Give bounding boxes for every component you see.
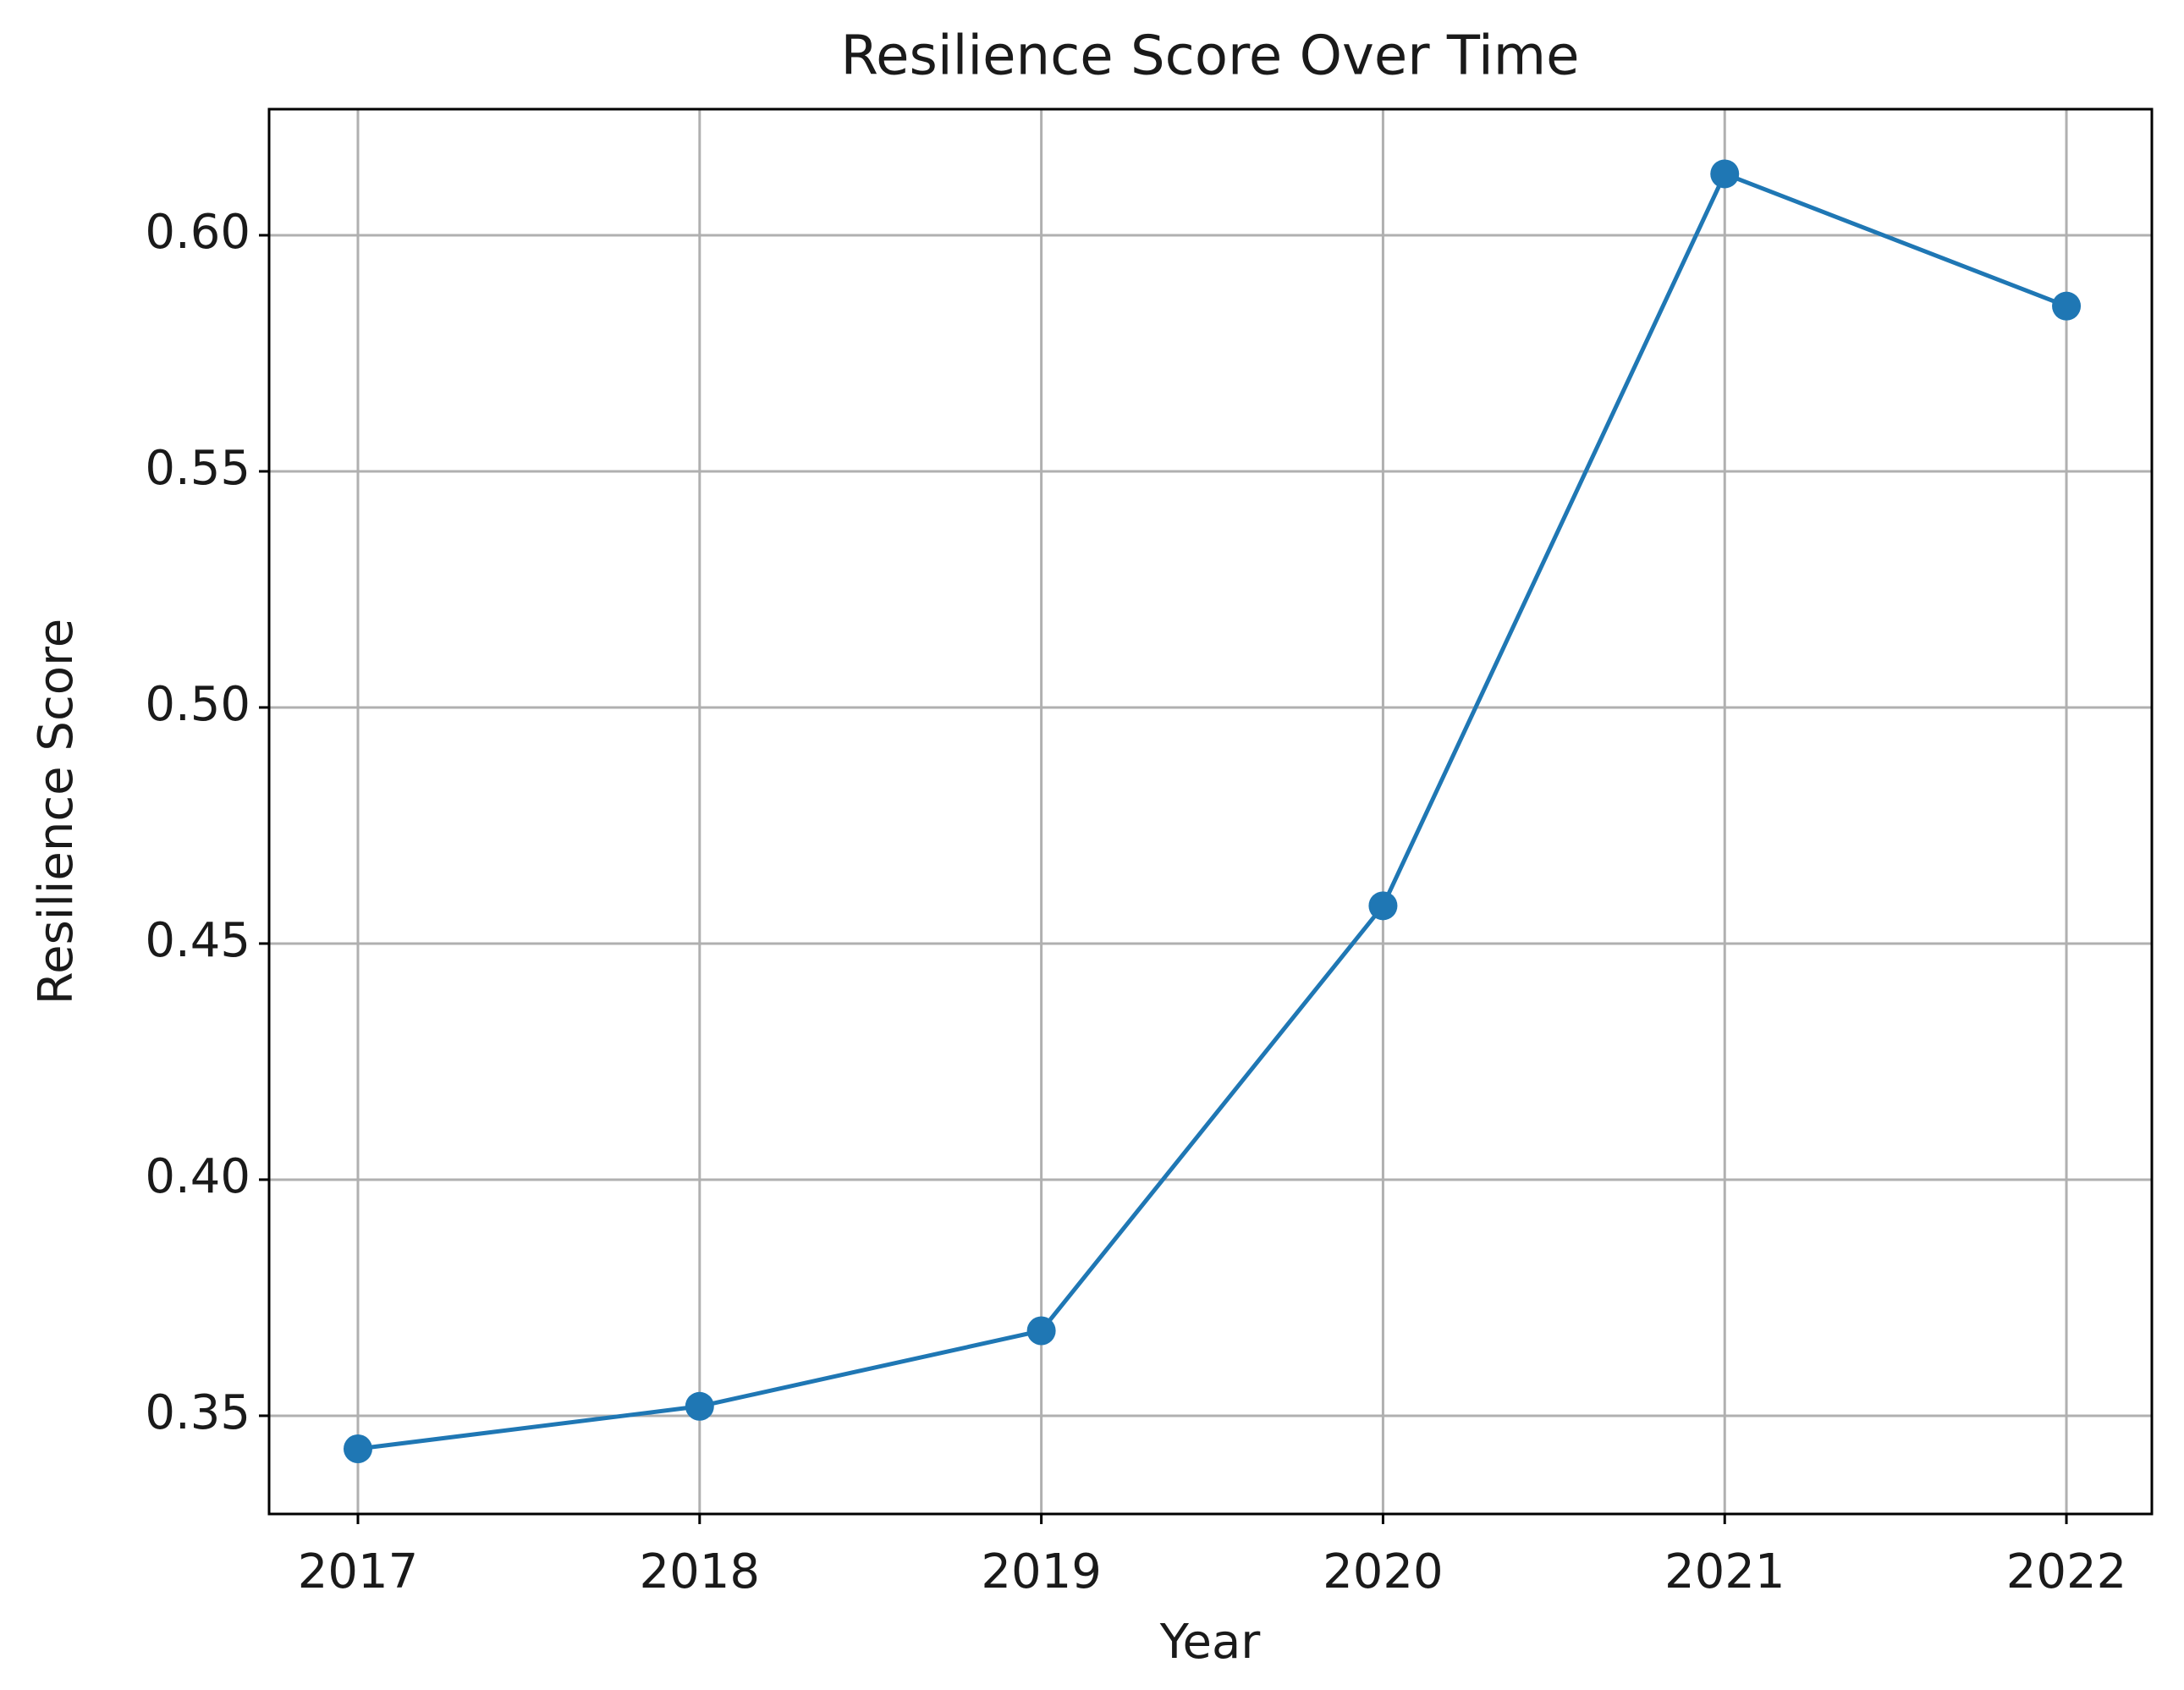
y-axis-label: Resilience Score bbox=[29, 619, 84, 1005]
x-tick-label: 2018 bbox=[640, 1544, 761, 1599]
data-point bbox=[1026, 1316, 1056, 1346]
x-tick-label: 2017 bbox=[298, 1544, 419, 1599]
y-tick-label: 0.35 bbox=[145, 1385, 250, 1440]
x-tick-label: 2020 bbox=[1323, 1544, 1444, 1599]
data-point bbox=[685, 1391, 714, 1421]
data-point bbox=[2052, 291, 2082, 321]
x-axis-label: Year bbox=[1159, 1615, 1262, 1670]
y-tick-label: 0.55 bbox=[145, 441, 250, 496]
data-line bbox=[357, 171, 2067, 1451]
data-point bbox=[1710, 159, 1740, 189]
y-tick-label: 0.60 bbox=[145, 205, 250, 260]
x-tick-label: 2022 bbox=[2006, 1544, 2127, 1599]
data-point bbox=[1368, 891, 1398, 921]
y-tick-label: 0.50 bbox=[145, 677, 250, 732]
x-tick-label: 2019 bbox=[981, 1544, 1102, 1599]
plot-frame bbox=[267, 107, 2154, 1516]
y-tick-label: 0.45 bbox=[145, 913, 250, 968]
data-point bbox=[343, 1434, 372, 1463]
x-tick-label: 2021 bbox=[1664, 1544, 1785, 1599]
y-tick-label: 0.40 bbox=[145, 1149, 250, 1204]
chart-title: Resilience Score Over Time bbox=[841, 25, 1580, 88]
